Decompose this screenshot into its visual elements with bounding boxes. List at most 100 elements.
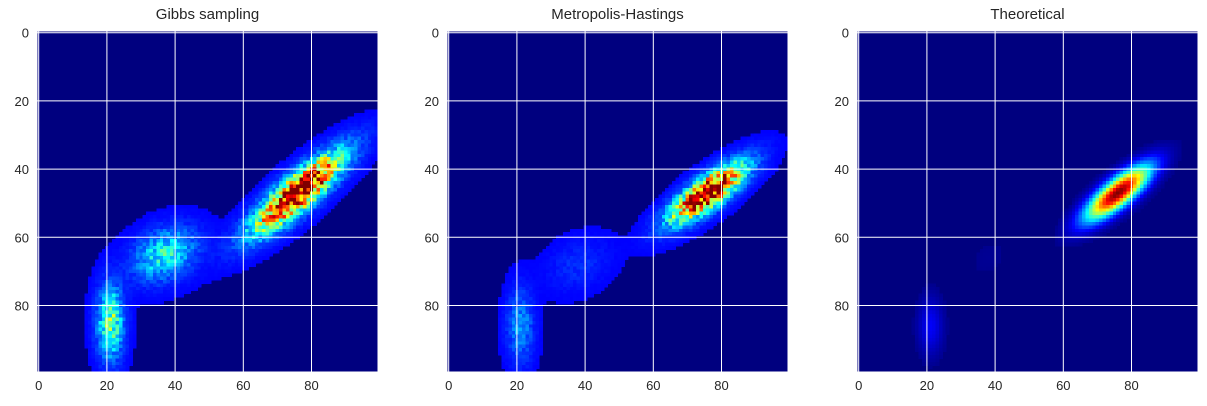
heatmap-cell [600,252,605,257]
heatmap-cell [522,279,527,284]
heatmap-cell [132,296,137,301]
heatmap-cell [709,225,714,230]
heatmap-cell [518,273,523,278]
heatmap-cell [251,198,256,203]
heatmap-cell [702,221,707,226]
heatmap-cell [166,276,171,281]
heatmap-cell [1099,191,1104,196]
heatmap-cell [258,242,263,247]
heatmap-cell [1167,170,1172,175]
heatmap-cell [743,150,748,155]
heatmap-cell [190,286,195,291]
heatmap-cell [1071,242,1076,247]
heatmap-cell [593,232,598,237]
heatmap-cell [753,174,758,179]
heatmap-cell [928,331,933,336]
heatmap-cell [316,146,321,151]
heatmap-cell [685,218,690,223]
heatmap-cell [330,150,335,155]
heatmap-cell [579,232,584,237]
heatmap-cell [733,201,738,206]
heatmap-cell [1092,194,1097,199]
y-tick-label: 60 [835,230,849,245]
heatmap-cell [180,276,185,281]
heatmap-cell [730,160,735,165]
heatmap-cell [354,116,359,121]
heatmap-cell [245,249,250,254]
heatmap-cell [282,201,287,206]
heatmap-cell [357,123,362,128]
heatmap-cell [282,215,287,220]
heatmap-cell [176,228,181,233]
heatmap-cell [125,249,130,254]
heatmap-cell [238,239,243,244]
heatmap-cell [1092,218,1097,223]
heatmap-cell [183,286,188,291]
heatmap-cell [159,300,164,305]
heatmap-cell [1170,153,1175,158]
heatmap-cell [367,129,372,134]
heatmap-cell [354,163,359,168]
heatmap-cell [159,208,164,213]
heatmap-cell [108,348,113,353]
heatmap-cell [528,348,533,353]
heatmap-cell [590,259,595,264]
heatmap-cell [135,256,140,261]
heatmap-cell [169,249,174,254]
heatmap-cell [200,245,205,250]
heatmap-cell [699,181,704,186]
heatmap-cell [932,341,937,346]
heatmap-cell [1122,163,1127,168]
heatmap-cell [1099,198,1104,203]
heatmap-cell [139,225,144,230]
heatmap-cell [183,242,188,247]
heatmap-cell [712,221,717,226]
heatmap-cell [1068,211,1073,216]
heatmap-cell [340,153,345,158]
heatmap-cell [302,228,307,233]
heatmap-cell [712,177,717,182]
heatmap-cell [740,140,745,145]
heatmap-cell [118,279,123,284]
heatmap-cell [573,232,578,237]
heatmap-cell [641,242,646,247]
heatmap-cell [935,300,940,305]
heatmap-cell [292,211,297,216]
heatmap-cell [699,204,704,209]
heatmap-cell [986,245,991,250]
heatmap-cell [1126,184,1131,189]
heatmap-cell [661,194,666,199]
heatmap-cell [265,204,270,209]
heatmap-cell [511,300,516,305]
heatmap-cell [1122,218,1127,223]
heatmap-cell [730,143,735,148]
heatmap-cell [518,351,523,356]
panel-title: Metropolis-Hastings [551,6,684,23]
heatmap-cell [1136,177,1141,182]
heatmap-cell [326,160,331,165]
heatmap-cell [101,327,106,332]
heatmap-cell [590,256,595,261]
heatmap-cell [125,290,130,295]
heatmap-cell [1170,150,1175,155]
heatmap-cell [156,300,161,305]
heatmap-cell [350,136,355,141]
heatmap-cell [197,259,202,264]
heatmap-cell [627,245,632,250]
heatmap-cell [736,201,741,206]
heatmap-cell [302,208,307,213]
heatmap-cell [333,198,338,203]
heatmap-cell [207,273,212,278]
heatmap-cell [187,273,192,278]
heatmap-cell [350,181,355,186]
heatmap-cell [129,320,134,325]
heatmap-cell [258,239,263,244]
panel-theoretical: Theoretical 0 20 40 60 80 0 20 40 60 80 [820,0,1207,406]
heatmap-cell [371,153,376,158]
heatmap-cell [285,163,290,168]
heatmap-cell [210,266,215,271]
heatmap-cell [1116,163,1121,168]
heatmap-cell [207,256,212,261]
heatmap-cell [340,160,345,165]
heatmap-cell [600,286,605,291]
